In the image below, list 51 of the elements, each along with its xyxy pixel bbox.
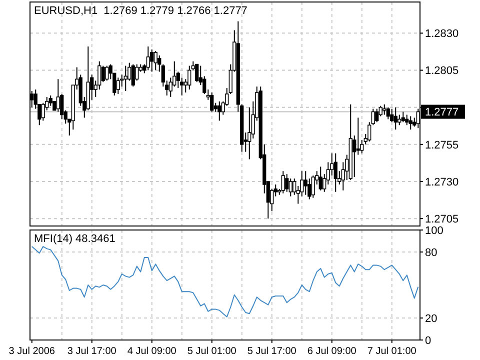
candlestick	[135, 64, 139, 82]
candlestick	[281, 170, 285, 194]
candlestick	[408, 116, 412, 130]
y-tick-label: 1.2830	[425, 28, 459, 40]
candlestick	[146, 46, 150, 71]
candlestick	[131, 64, 135, 88]
candlestick	[150, 48, 154, 72]
chart-title: EURUSD,H1 1.2769 1.2779 1.2766 1.2777	[34, 5, 248, 17]
y-tick-label: 1.2755	[425, 139, 459, 152]
candlestick	[188, 65, 192, 90]
candlestick	[304, 170, 308, 196]
x-tick-label: 5 Jul 17:00	[247, 346, 297, 357]
y-tick-label: 80	[425, 246, 438, 259]
candlestick	[334, 152, 338, 192]
candlestick	[210, 92, 214, 112]
candlestick	[386, 106, 390, 120]
candlestick	[375, 108, 379, 123]
line-series	[31, 246, 419, 318]
y-tick-label: 1.2730	[425, 176, 459, 188]
candlestick	[318, 166, 322, 191]
candlestick	[398, 114, 402, 126]
ref-line-label: 1.2777	[425, 106, 459, 119]
candlestick	[401, 111, 405, 123]
candlestick	[356, 117, 360, 156]
candlestick	[48, 94, 52, 106]
x-tick-label: 7 Jul 01:00	[367, 346, 417, 357]
candlestick	[116, 77, 120, 94]
y-tick-label: 1.2805	[425, 65, 459, 78]
y-tick-label: 0	[425, 334, 432, 347]
candlestick	[311, 175, 315, 198]
candlestick	[124, 65, 128, 92]
x-tick-label: 5 Jul 01:00	[187, 346, 237, 357]
x-tick-label: 6 Jul 09:00	[307, 346, 357, 357]
candlestick	[195, 64, 199, 83]
candlestick	[394, 106, 398, 130]
candlestick	[218, 100, 222, 122]
candlestick	[288, 178, 292, 197]
candlestick	[285, 174, 289, 192]
x-tick-label: 4 Jul 09:00	[127, 346, 177, 357]
candlestick	[105, 65, 109, 82]
candlestick	[101, 65, 105, 83]
candlestick	[56, 78, 60, 112]
candlestick	[154, 50, 158, 71]
y-tick-label: 20	[425, 312, 438, 325]
x-tick-label: 3 Jul 2006	[8, 346, 56, 357]
y-tick-label: 1.2705	[425, 213, 459, 226]
chart-title: MFI(14) 48.3461	[34, 233, 116, 245]
x-tick-label: 3 Jul 17:00	[67, 346, 117, 357]
candlestick	[382, 104, 386, 116]
candlestick	[405, 114, 409, 126]
y-tick-label: 100	[425, 224, 444, 237]
